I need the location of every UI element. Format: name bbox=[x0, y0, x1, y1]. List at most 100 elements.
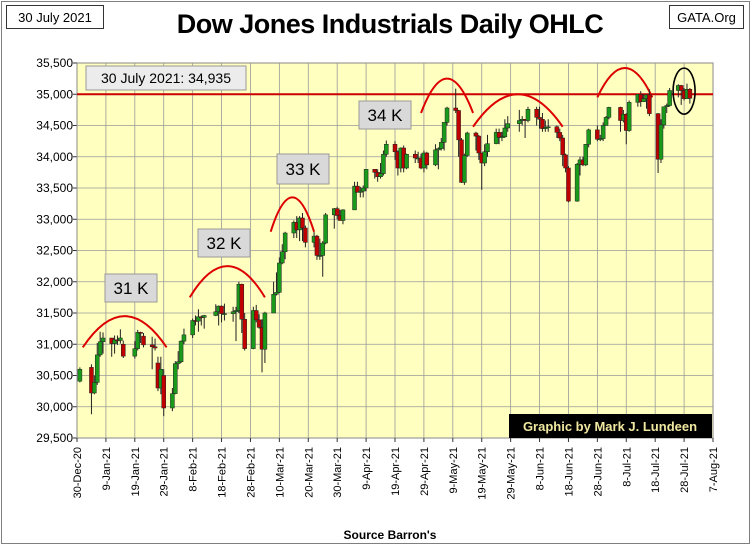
ohlc-bar bbox=[554, 126, 560, 133]
ohlc-bar bbox=[280, 251, 285, 264]
x-tick-label: 9-May-21 bbox=[448, 447, 460, 493]
ohlc-bar bbox=[277, 262, 282, 293]
ohlc-bar bbox=[271, 294, 276, 314]
x-tick-label: 29-Jan-21 bbox=[159, 447, 171, 497]
y-tick-label: 34,000 bbox=[36, 150, 73, 164]
x-tick-label: 19-Apr-21 bbox=[390, 447, 402, 496]
x-tick-label: 20-Mar-21 bbox=[303, 447, 315, 498]
ohlc-bar bbox=[282, 232, 288, 252]
ohlc-bar bbox=[92, 382, 97, 394]
milestone-box bbox=[104, 273, 158, 303]
ohlc-bar bbox=[230, 311, 236, 314]
close-note-box bbox=[85, 65, 247, 91]
ohlc-bar bbox=[173, 363, 178, 394]
y-tick-label: 31,500 bbox=[36, 306, 73, 320]
x-tick-label: 8-Jul-21 bbox=[621, 447, 633, 487]
ohlc-bar bbox=[323, 214, 328, 244]
ohlc-bar bbox=[363, 169, 369, 189]
ohlc-bar bbox=[138, 332, 143, 334]
ohlc-bar bbox=[251, 310, 256, 349]
ohlc-bar bbox=[441, 122, 447, 143]
ohlc-bar bbox=[595, 129, 600, 140]
ohlc-bar bbox=[618, 107, 623, 121]
ohlc-bar bbox=[233, 310, 239, 312]
ohlc-bar bbox=[502, 127, 508, 137]
milestone-label: 33 K bbox=[286, 160, 322, 179]
ohlc-bar bbox=[586, 129, 591, 145]
y-tick-label: 33,000 bbox=[36, 212, 73, 226]
ohlc-bar bbox=[545, 126, 551, 128]
date-label: 30 July 2021 bbox=[6, 5, 104, 29]
source-label: Source Barron's bbox=[343, 528, 437, 542]
ohlc-bar bbox=[557, 132, 563, 139]
x-tick-label: 18-Jun-21 bbox=[563, 447, 575, 497]
close-note-label: 30 July 2021: 34,935 bbox=[101, 70, 231, 86]
ohlc-bar bbox=[404, 154, 409, 169]
x-tick-label: 28-Jun-21 bbox=[592, 447, 604, 497]
ohlc-bar bbox=[149, 344, 155, 347]
x-tick-label: 18-Feb-21 bbox=[217, 447, 229, 498]
chart-title: Dow Jones Industrials Daily OHLC bbox=[176, 9, 604, 39]
ohlc-bar bbox=[525, 109, 531, 121]
ohlc-bar bbox=[647, 94, 652, 114]
ohlc-bar bbox=[112, 339, 117, 344]
ohlc-bar bbox=[320, 242, 325, 256]
x-tick-label: 8-Feb-21 bbox=[188, 447, 200, 492]
x-tick-label: 29-Apr-21 bbox=[419, 447, 431, 496]
x-tick-label: 30-Dec-20 bbox=[72, 447, 84, 498]
ohlc-bar bbox=[201, 315, 207, 318]
ohlc-bar bbox=[392, 144, 398, 152]
ohlc-bar bbox=[566, 167, 571, 202]
ohlc-bar bbox=[563, 154, 568, 169]
milestone-label: 34 K bbox=[368, 106, 404, 125]
ohlc-bar bbox=[300, 217, 305, 229]
ohlc-bar bbox=[358, 190, 363, 193]
x-tick-label: 30-Mar-21 bbox=[332, 447, 344, 498]
ohlc-bar bbox=[499, 136, 505, 138]
ohlc-bar bbox=[462, 155, 467, 183]
ohlc-bar bbox=[485, 143, 490, 152]
x-tick-label: 29-May-21 bbox=[506, 447, 518, 500]
ohlc-bar bbox=[456, 110, 461, 141]
ohlc-bar bbox=[433, 149, 438, 166]
ohlc-bar bbox=[465, 132, 470, 156]
y-tick-label: 34,500 bbox=[36, 119, 73, 133]
ohlc-bar bbox=[100, 337, 106, 342]
ohlc-bar bbox=[600, 125, 606, 139]
ohlc-bar bbox=[453, 107, 458, 111]
x-tick-label: 7-Aug-21 bbox=[708, 447, 720, 492]
ohlc-bar bbox=[303, 227, 308, 243]
milestone-label: 32 K bbox=[207, 234, 243, 253]
y-tick-label: 31,000 bbox=[36, 337, 73, 351]
ohlc-bar bbox=[687, 89, 693, 99]
ohlc-bar bbox=[476, 135, 482, 154]
ohlc-bar bbox=[496, 132, 502, 138]
ohlc-bar bbox=[583, 144, 589, 166]
trend-arc bbox=[420, 77, 474, 114]
ohlc-bar bbox=[355, 185, 360, 193]
ohlc-bar bbox=[256, 319, 262, 328]
ohlc-bar bbox=[239, 284, 245, 320]
x-tick-label: 19-Jan-21 bbox=[130, 447, 142, 497]
ohlc-bar bbox=[222, 313, 227, 315]
trend-arc bbox=[596, 67, 654, 98]
trend-arc bbox=[81, 315, 168, 348]
x-tick-label: 28-Feb-21 bbox=[245, 447, 257, 498]
ohlc-bar bbox=[213, 311, 219, 316]
ohlc-bar bbox=[121, 344, 126, 357]
ohlc-bar bbox=[190, 320, 195, 336]
ohlc-bar bbox=[606, 107, 612, 118]
y-tick-label: 32,000 bbox=[36, 275, 73, 289]
ohlc-bar bbox=[384, 144, 389, 155]
ohlc-bar bbox=[412, 154, 418, 159]
ohlc-bar bbox=[253, 310, 259, 321]
x-tick-label: 8-Jun-21 bbox=[535, 447, 547, 490]
ohlc-bar bbox=[317, 255, 323, 257]
ohlc-bar bbox=[372, 169, 378, 173]
y-tick-label: 33,500 bbox=[36, 181, 73, 195]
ohlc-bar bbox=[219, 305, 224, 314]
ohlc-bar bbox=[658, 124, 664, 160]
ohlc-bar bbox=[170, 393, 175, 409]
ohlc-bar bbox=[667, 90, 672, 106]
